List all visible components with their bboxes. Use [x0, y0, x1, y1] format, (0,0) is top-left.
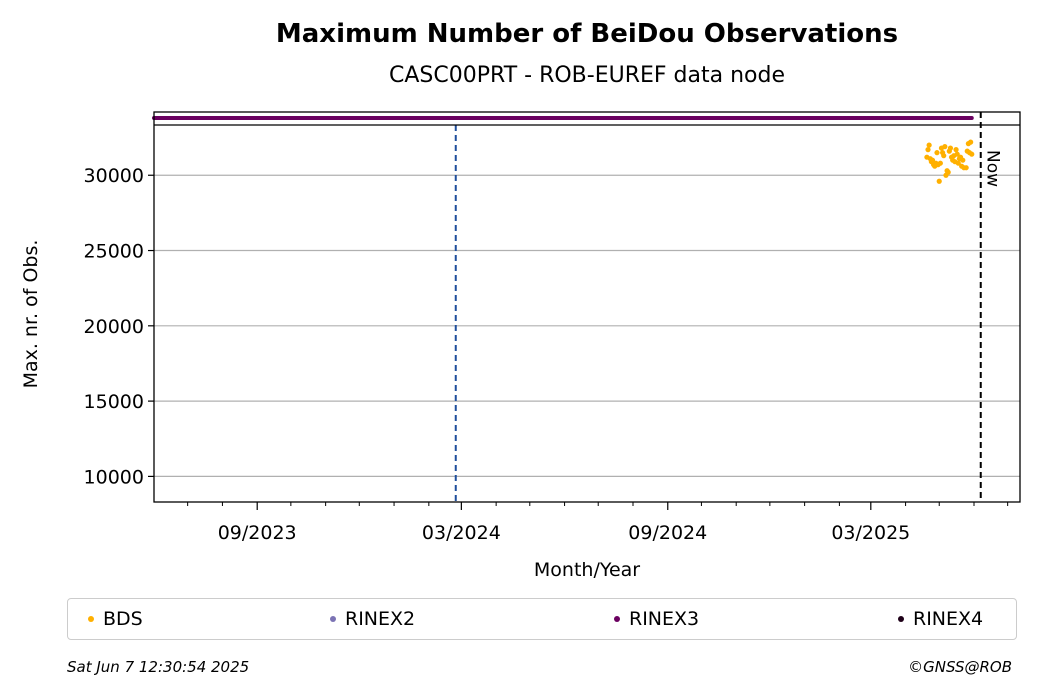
bds-point — [960, 157, 966, 163]
bds-point — [925, 147, 931, 153]
now-label: Now — [983, 150, 1003, 187]
bds-point — [942, 144, 948, 150]
bds-point — [934, 150, 940, 156]
bds-point — [929, 157, 936, 163]
y-tick-label: 25000 — [84, 241, 144, 263]
legend-label-rinex4: RINEX4 — [913, 608, 984, 630]
bds-point — [968, 139, 974, 145]
bds-point — [955, 160, 961, 166]
legend-marker-rinex3 — [614, 616, 620, 622]
bds-point — [945, 169, 951, 175]
x-axis: 09/2023 03/2024 09/2024 03/2025 — [187, 502, 1009, 544]
x-tick-label: 03/2025 — [831, 522, 910, 544]
bds-points — [924, 139, 975, 184]
legend: BDS RINEX2 RINEX3 RINEX4 — [67, 598, 1017, 640]
legend-marker-rinex4 — [898, 616, 904, 622]
bds-point — [953, 147, 959, 153]
x-tick-label: 03/2024 — [422, 522, 501, 544]
y-axis-label: Max. nr. of Obs. — [20, 240, 42, 389]
legend-item-rinex2: RINEX2 — [330, 599, 415, 639]
x-axis-label: Month/Year — [534, 559, 640, 581]
y-axis: 10000 15000 20000 25000 30000 — [84, 165, 154, 488]
legend-label-rinex2: RINEX2 — [345, 608, 416, 630]
bds-point — [969, 151, 975, 157]
y-tick-label: 20000 — [84, 316, 144, 338]
legend-label-rinex3: RINEX3 — [629, 608, 700, 630]
bds-point — [936, 178, 942, 184]
y-gridlines — [154, 174, 1020, 478]
y-tick-label: 15000 — [84, 391, 144, 413]
chart-subtitle: CASC00PRT - ROB-EUREF data node — [389, 63, 785, 88]
bds-point — [963, 165, 969, 171]
reference-lines: Now — [454, 112, 1003, 502]
x-tick-label: 09/2024 — [628, 522, 707, 544]
bds-point — [947, 145, 954, 151]
footer-copyright: ©GNSS@ROB — [908, 658, 1012, 676]
bds-point — [937, 160, 943, 166]
legend-item-bds: BDS — [88, 599, 143, 639]
bds-point — [941, 153, 947, 159]
bds-point — [926, 142, 932, 148]
legend-item-rinex4: RINEX4 — [898, 599, 983, 639]
legend-label-bds: BDS — [103, 608, 143, 630]
y-tick-label: 30000 — [84, 165, 144, 187]
y-tick-label: 10000 — [84, 466, 144, 488]
chart-title: Maximum Number of BeiDou Observations — [276, 19, 898, 49]
legend-marker-rinex2 — [330, 616, 336, 622]
plot-frame — [153, 111, 1021, 503]
legend-marker-bds — [88, 616, 94, 622]
bds-point — [954, 151, 960, 157]
footer-timestamp: Sat Jun 7 12:30:54 2025 — [67, 658, 250, 676]
legend-item-rinex3: RINEX3 — [614, 599, 699, 639]
x-tick-label: 09/2023 — [218, 522, 297, 544]
